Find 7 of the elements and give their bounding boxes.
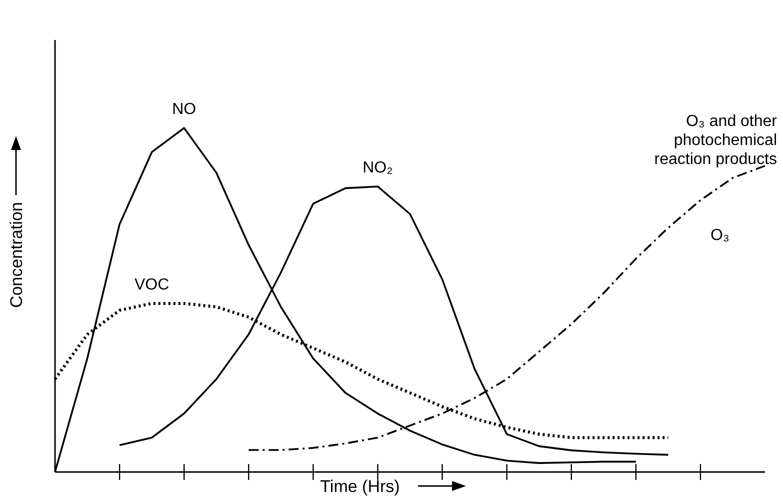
- series-label: NO: [172, 101, 196, 118]
- series-label: NO₂: [362, 159, 393, 176]
- series-label: VOC: [134, 276, 170, 294]
- x-axis-title: Time (Hrs): [320, 477, 400, 496]
- y-axis-title: Concentration: [7, 202, 26, 308]
- series-label: O₃: [710, 227, 730, 244]
- annotation: O₃ and other photochemical reaction products: [654, 113, 778, 168]
